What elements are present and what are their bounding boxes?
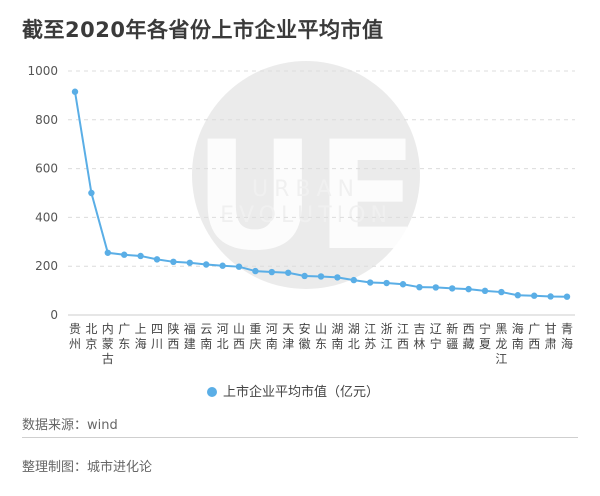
- y-tick-label: 800: [35, 113, 58, 127]
- data-point: [350, 276, 357, 284]
- data-point: [219, 262, 226, 269]
- data-point: [170, 258, 177, 266]
- watermark-line2: EVOLUTION: [220, 203, 392, 228]
- y-tick-label: 200: [35, 259, 58, 273]
- data-point: [235, 263, 243, 270]
- data-point: [498, 288, 505, 296]
- x-tick-label: 西藏: [463, 322, 475, 351]
- data-point: [317, 273, 325, 280]
- series-layer: [71, 88, 571, 300]
- data-point: [432, 284, 439, 291]
- data-point: [137, 252, 144, 260]
- data-point: [481, 287, 489, 295]
- data-point: [416, 283, 423, 291]
- x-tick-label: 山东: [315, 322, 327, 351]
- x-tick-label: 北京: [85, 322, 97, 351]
- x-tick-label: 河北: [217, 322, 229, 351]
- data-point: [121, 251, 128, 258]
- y-tick-label: 600: [35, 162, 58, 176]
- data-point: [186, 259, 193, 266]
- x-tick-label: 山西: [233, 322, 245, 351]
- x-tick-label: 江苏: [364, 322, 376, 351]
- data-point: [285, 269, 292, 276]
- data-point: [547, 293, 554, 300]
- data-point: [383, 279, 390, 287]
- y-tick-label: 0: [50, 308, 58, 322]
- x-tick-label: 上海: [135, 322, 147, 351]
- x-tick-label: 广东: [118, 322, 130, 351]
- legend-label: 上市企业平均市值（亿元）: [223, 384, 379, 400]
- legend-marker: [207, 387, 217, 397]
- data-point: [88, 189, 95, 197]
- x-tick-label: 新疆: [446, 321, 458, 351]
- x-tick-label: 海南: [512, 321, 524, 351]
- x-tick-label: 黑龙江: [495, 322, 507, 366]
- watermark-circle: [192, 61, 420, 289]
- x-tick-label: 重庆: [249, 322, 261, 351]
- legend: 上市企业平均市值（亿元）: [207, 384, 379, 400]
- data-point: [563, 293, 571, 300]
- x-tick-label: 宁夏: [479, 321, 491, 351]
- data-point: [71, 88, 79, 95]
- footer-divider: [22, 437, 578, 438]
- watermark-line1: URBAN: [252, 177, 360, 202]
- x-tick-label: 江西: [397, 322, 409, 351]
- x-tick-label: 内蒙古: [102, 322, 114, 366]
- y-tick-label: 1000: [27, 64, 58, 78]
- x-tick-label: 云南: [200, 322, 212, 351]
- x-tick-label: 福建: [184, 321, 196, 351]
- x-tick-label: 湖北: [348, 321, 360, 351]
- source-note: 数据来源：wind: [22, 418, 118, 433]
- credit-note: 整理制图：城市进化论: [22, 460, 153, 475]
- x-tick-label: 吉林: [413, 322, 425, 351]
- x-tick-label: 湖南: [331, 321, 343, 351]
- data-point: [301, 272, 308, 280]
- chart-svg: UE URBAN EVOLUTION 0 200 400 600 800 1000 贵州北…: [27, 61, 575, 400]
- y-tick-label: 400: [35, 210, 58, 224]
- data-point: [449, 285, 456, 292]
- x-tick-label: 安徽: [299, 321, 311, 351]
- data-point: [334, 274, 341, 281]
- data-point: [465, 285, 472, 293]
- x-tick-label: 天津: [282, 322, 294, 351]
- watermark: UE URBAN EVOLUTION: [192, 61, 420, 289]
- x-tick-label: 甘肃: [545, 322, 557, 351]
- data-point: [399, 281, 407, 288]
- data-point: [268, 268, 275, 276]
- data-point: [367, 279, 374, 286]
- data-point: [153, 256, 161, 263]
- data-point: [104, 249, 112, 256]
- x-tick-label: 辽宁: [430, 322, 442, 351]
- x-tick-label: 河南: [266, 322, 278, 351]
- chart-title: 截至2020年各省份上市企业平均市值: [22, 18, 384, 42]
- data-point: [203, 261, 210, 268]
- data-point: [514, 292, 521, 299]
- x-tick-label: 浙江: [381, 322, 393, 351]
- watermark-logo: UE: [194, 110, 418, 284]
- x-tick-label: 广西: [528, 322, 540, 351]
- x-tick-label: 四川: [151, 322, 163, 351]
- data-point: [252, 267, 259, 275]
- y-axis: 0 200 400 600 800 1000: [27, 64, 58, 322]
- data-point: [531, 292, 538, 299]
- x-tick-label: 青海: [561, 322, 573, 351]
- x-tick-label: 贵州: [69, 322, 81, 351]
- grid-lines: [68, 70, 575, 316]
- x-axis: 贵州北京内蒙古广东上海四川陕西福建云南河北山西重庆河南天津安徽山东湖南湖北江苏浙…: [69, 321, 573, 366]
- x-tick-label: 陕西: [167, 321, 179, 351]
